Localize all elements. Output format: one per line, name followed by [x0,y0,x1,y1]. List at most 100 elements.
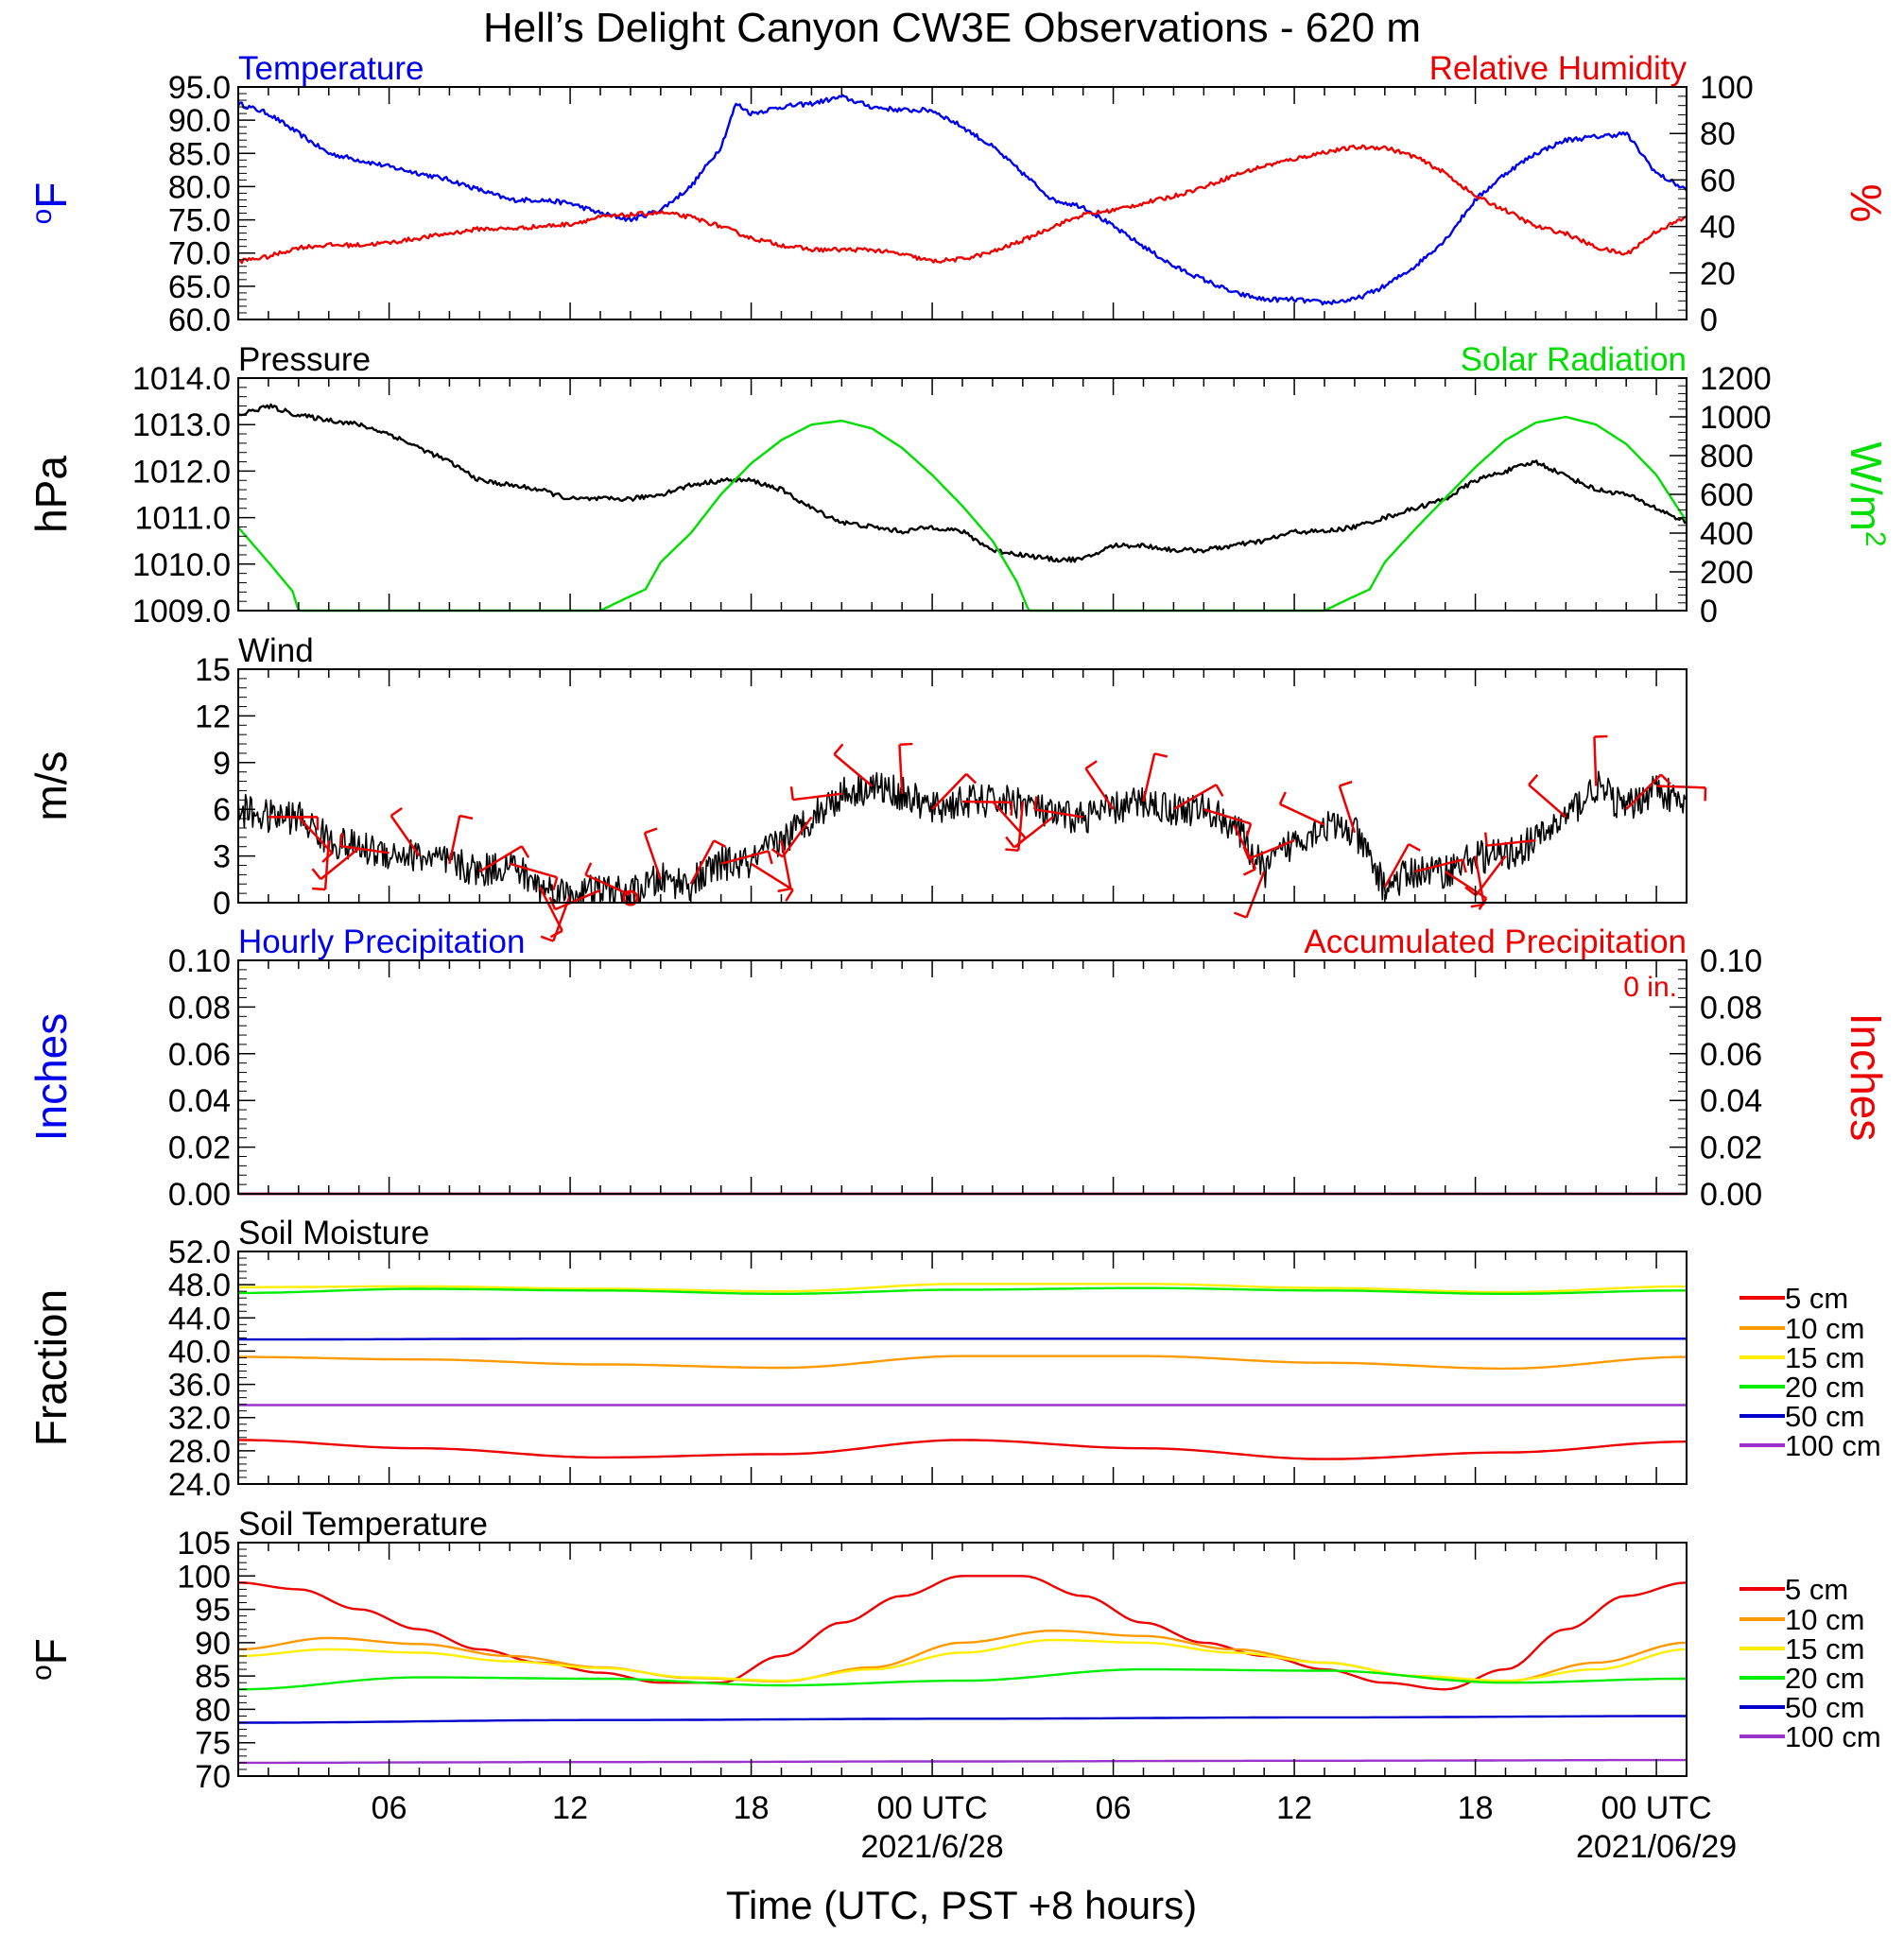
wind-barb-feather [786,889,792,901]
left-y-tick-label: 85 [195,1659,231,1695]
series-line-5-cm [238,1440,1687,1458]
left-y-tick-label: 80.0 [168,169,231,205]
left-y-tick-label: 6 [213,792,231,828]
wind-barb-feather [791,786,793,800]
legend-entry: 5 cm [1785,1282,1848,1315]
left-y-tick-label: 1012.0 [132,454,231,490]
series-line-100-cm [238,1760,1687,1763]
panel-title-left: Pressure [238,341,371,378]
left-y-tick-label: 0.08 [168,990,231,1026]
wind-barb-feather [714,840,725,847]
series-group [238,95,1687,304]
right-y-tick-label: 800 [1700,439,1754,475]
right-y-tick-label: 80 [1700,116,1736,152]
left-y-tick-label: 48.0 [168,1268,231,1303]
right-y-tick-label: 1200 [1700,361,1772,397]
wind-barb-feather [1280,792,1286,804]
wind-barb-feather [1409,844,1420,851]
left-y-tick-label: 70.0 [168,236,231,272]
wind-barb-feather [1154,753,1168,756]
x-date-label: 2021/6/28 [860,1829,1003,1865]
left-y-tick-label: 40.0 [168,1334,231,1370]
legend-entry: 15 cm [1785,1632,1864,1665]
left-y-tick-label: 1013.0 [132,407,231,443]
left-y-tick-label: 95 [195,1593,231,1629]
right-y-tick-label: 0.10 [1700,943,1762,979]
x-date-label: 2021/06/29 [1576,1829,1737,1865]
left-y-tick-label: 0 [213,886,231,922]
left-y-tick-label: 44.0 [168,1301,231,1337]
left-y-tick-label: 36.0 [168,1368,231,1404]
series-line-50-cm [238,1338,1687,1339]
left-axis-title: oF [26,1638,77,1681]
right-y-tick-label: 40 [1700,210,1736,246]
wind-barb-feather [834,744,842,754]
wind-barb-feather [1006,837,1014,847]
x-tick-label: 12 [1276,1790,1312,1826]
right-y-tick-label: 1000 [1700,400,1772,436]
wind-barb-feather [645,829,657,834]
wind-barb-feather [391,808,402,816]
wind-barb [1476,856,1505,896]
panel-title-left: Soil Moisture [238,1215,429,1251]
left-y-tick-label: 1014.0 [132,361,231,397]
left-y-tick-label: 90.0 [168,103,231,139]
left-y-tick-label: 60.0 [168,302,231,338]
right-y-tick-label: 600 [1700,477,1754,513]
chart-title: Hell’s Delight Canyon CW3E Observations … [483,5,1421,51]
left-y-tick-label: 90 [195,1626,231,1662]
wind-barb-feather [1234,913,1246,918]
wind-barb [1476,856,1484,905]
right-axis-title: Inches [1842,1013,1891,1142]
wind-barb-feather [966,774,976,784]
x-tick-label: 18 [1458,1790,1494,1826]
x-tick-label: 06 [372,1790,407,1826]
series-group [238,405,1687,611]
left-axis-title: oF [26,182,77,225]
right-axis-title: % [1842,184,1891,223]
x-tick-label: 18 [734,1790,770,1826]
wind-barb-feather [1247,823,1251,836]
legend-entry: 10 cm [1785,1312,1864,1345]
right-y-tick-label: 0.08 [1700,990,1762,1026]
legend-entry: 15 cm [1785,1341,1864,1374]
wind-barb-feather [1243,869,1255,874]
wind-barb-feather [778,889,791,891]
wind-barb-feather [585,863,591,875]
series-group [238,1576,1687,1763]
left-y-tick-label: 75 [195,1726,231,1762]
x-tick-label: 06 [1096,1790,1132,1826]
left-y-tick-label: 70 [195,1759,231,1795]
wind-barb [899,745,902,794]
wind-barb [1529,785,1566,817]
wind-barb-feather [459,816,473,819]
left-y-tick-label: 52.0 [168,1234,231,1270]
wind-barb-feather [1216,785,1222,796]
wind-barb-feather [553,877,557,889]
accumulated-total-label: 0 in. [1623,972,1677,1003]
left-y-tick-label: 1009.0 [132,594,231,630]
right-y-tick-label: 0.04 [1700,1083,1762,1119]
left-axis-title: Inches [26,1013,76,1142]
left-y-tick-label: 85.0 [168,136,231,172]
legend-entry: 20 cm [1785,1662,1864,1695]
legend-entry: 20 cm [1785,1371,1864,1404]
legend-entry: 50 cm [1785,1691,1864,1724]
left-y-tick-label: 12 [195,699,231,734]
right-y-tick-label: 100 [1700,70,1754,106]
plot-frame [238,87,1687,319]
panel-title-left: Hourly Precipitation [238,923,525,960]
plot-frame [238,378,1687,611]
panel-title-left: Temperature [238,50,424,87]
legend-entry: 50 cm [1785,1400,1864,1433]
series-line-5-cm [238,1576,1687,1689]
wind-barb-feather [1086,761,1098,768]
series-line-solar-radiation [238,417,1687,611]
panel-title-right: Solar Radiation [1461,341,1687,378]
right-y-tick-label: 20 [1700,256,1736,292]
wind-barb [1247,871,1265,918]
